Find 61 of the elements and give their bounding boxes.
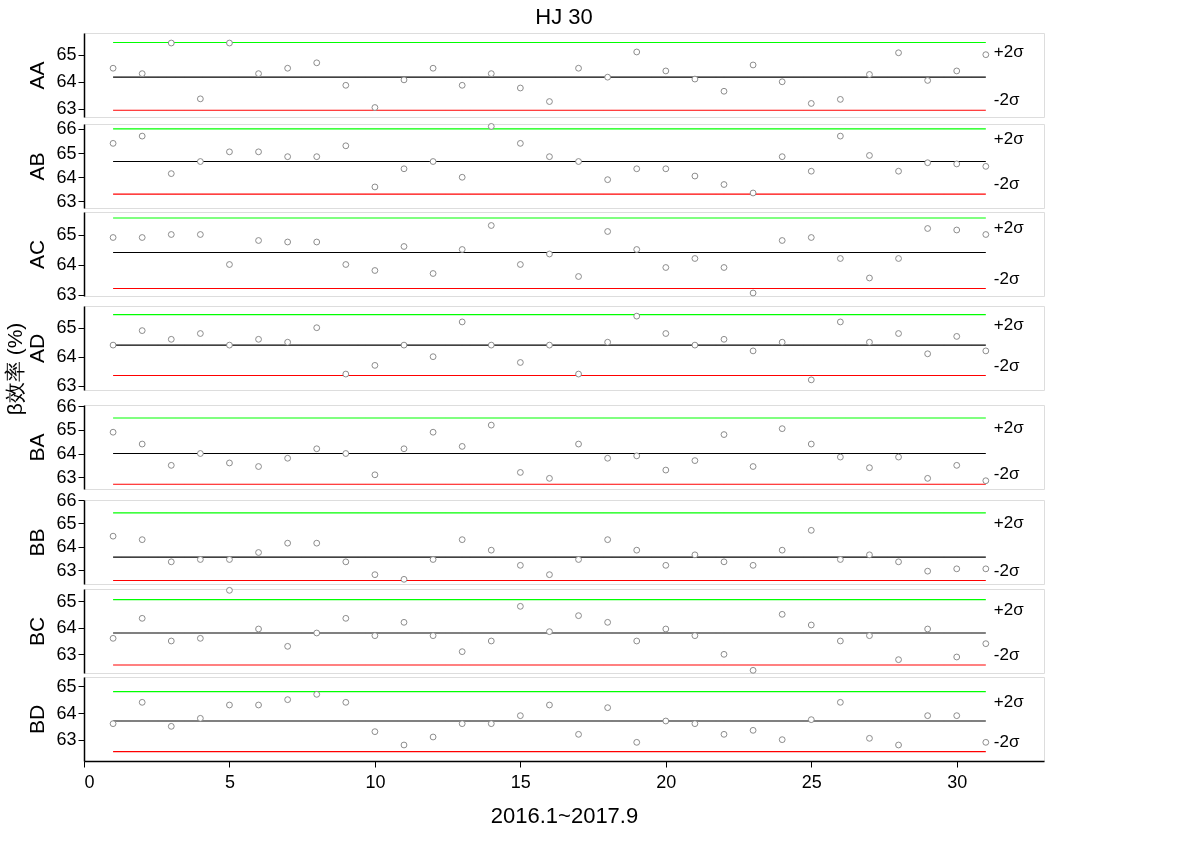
y-axis-title: AB	[25, 152, 49, 181]
x-tick-label: 25	[801, 771, 822, 792]
y-tick-label: 65	[56, 224, 77, 244]
y-axis-title: BB	[25, 528, 49, 557]
y-tick-label: 65	[56, 317, 77, 338]
ref-line-label: +2σ	[993, 599, 1025, 619]
y-tick-label: 63	[56, 559, 77, 580]
y-tick-label: 66	[56, 118, 77, 139]
y-tick-label: 64	[56, 536, 77, 557]
y-tick-label: 65	[56, 419, 77, 440]
y-tick-label: 64	[56, 443, 77, 464]
y-tick-label: 65	[56, 512, 77, 533]
y-axis-title: BA	[25, 433, 49, 462]
y-tick-label: 64	[56, 254, 77, 274]
x-tick-label: 30	[947, 771, 968, 792]
ref-line-label: +2σ	[993, 314, 1025, 334]
ref-line-label: +2σ	[993, 512, 1025, 532]
ref-line-label: -2σ	[993, 174, 1020, 194]
y-tick-label: 64	[56, 71, 77, 92]
y-axis-title: AA	[25, 61, 49, 90]
y-tick-label: 64	[56, 617, 77, 638]
y-axis-title: AD	[25, 333, 49, 364]
y-axis-title: AC	[25, 239, 49, 270]
y-tick-label: 65	[56, 675, 77, 696]
y-axis-title: BD	[25, 704, 49, 735]
ref-line-label: -2σ	[993, 355, 1020, 375]
ref-line-label: -2σ	[993, 645, 1020, 664]
y-tick-label: 66	[56, 395, 77, 416]
ref-line-label: -2σ	[993, 268, 1020, 288]
chart-title: HJ 30	[535, 4, 593, 29]
x-tick-label: 10	[365, 771, 386, 792]
ref-line-label: +2σ	[993, 218, 1025, 237]
text: β效率 (%)	[3, 322, 26, 416]
x-tick-label: 15	[510, 771, 531, 792]
y-tick-label: 64	[56, 702, 77, 723]
y-tick-label: 63	[56, 466, 77, 487]
ref-line-label: -2σ	[993, 560, 1020, 580]
y-tick-label: 65	[56, 142, 77, 163]
y-tick-label: 63	[56, 643, 77, 664]
y-tick-label: 63	[56, 375, 77, 396]
x-axis-title: 2016.1~2017.9	[490, 802, 639, 828]
ref-line-label: +2σ	[993, 128, 1025, 148]
y-tick-label: 64	[56, 346, 77, 367]
x-tick-label: 5	[224, 771, 235, 792]
y-tick-label: 63	[56, 190, 77, 211]
ref-line-label: +2σ	[993, 42, 1025, 62]
x-tick-label: 20	[656, 771, 677, 792]
y-tick-label: 65	[56, 590, 77, 611]
y-tick-label: 64	[56, 166, 77, 187]
ref-line-label: +2σ	[993, 691, 1025, 711]
y-tick-label: 63	[56, 729, 77, 750]
ref-line-label: -2σ	[993, 731, 1020, 751]
ref-line-label: -2σ	[993, 464, 1020, 484]
y-tick-label: 65	[56, 44, 77, 65]
ref-line-label: -2σ	[993, 90, 1020, 110]
y-tick-label: 63	[56, 98, 77, 119]
y-axis-title: BC	[25, 616, 49, 647]
x-tick-label: 0	[84, 771, 95, 792]
y-tick-label: 63	[56, 284, 77, 304]
ref-line-label: +2σ	[993, 418, 1025, 438]
y-tick-label: 66	[56, 489, 77, 510]
